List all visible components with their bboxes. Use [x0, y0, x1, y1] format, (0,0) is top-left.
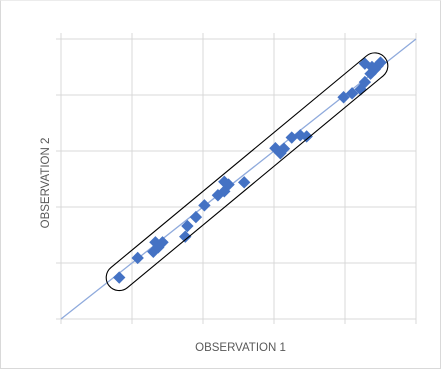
- data-point: [218, 175, 231, 188]
- data-point: [181, 219, 194, 233]
- data-point: [285, 131, 298, 144]
- data-point: [149, 236, 162, 249]
- x-axis-title: OBSERVATION 1: [195, 342, 286, 354]
- data-point: [337, 91, 350, 104]
- data-point: [237, 176, 251, 189]
- data-point: [358, 75, 372, 89]
- data-point: [222, 178, 235, 191]
- data-point: [345, 87, 359, 100]
- data-point: [358, 57, 372, 70]
- data-point: [365, 60, 379, 74]
- data-point: [374, 56, 387, 69]
- data-point: [156, 236, 169, 249]
- data-point: [274, 147, 287, 160]
- enclosure-outline: [105, 52, 389, 292]
- data-point: [131, 251, 144, 265]
- data-point: [189, 210, 203, 224]
- y-axis-title: OBSERVATION 2: [40, 138, 52, 229]
- data-point: [198, 199, 211, 212]
- data-point: [113, 271, 126, 284]
- data-point: [211, 189, 225, 202]
- data-point: [364, 67, 377, 80]
- data-point: [179, 230, 192, 243]
- gridlines: [56, 33, 417, 324]
- data-point: [300, 130, 313, 143]
- data-points: [113, 56, 387, 284]
